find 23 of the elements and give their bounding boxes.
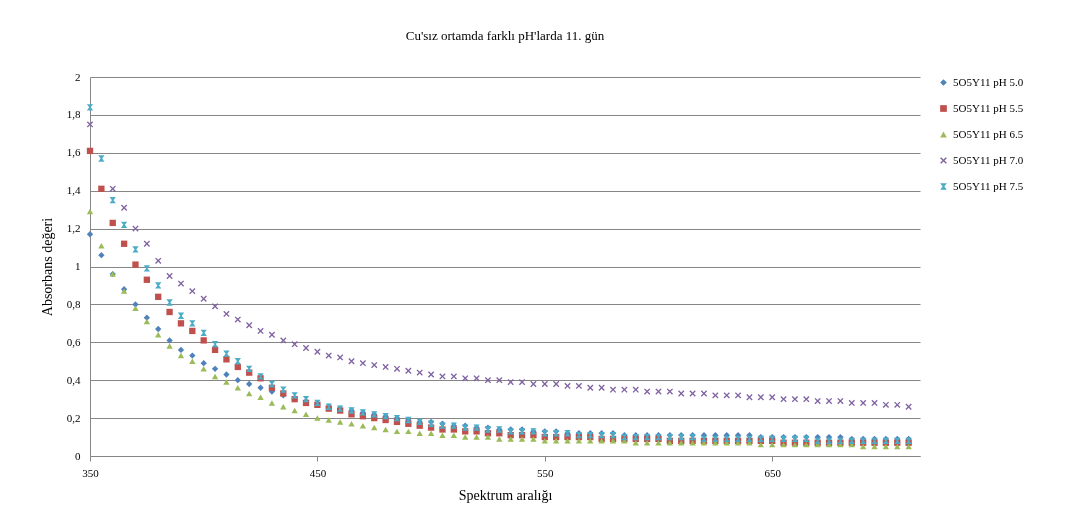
y-tick-label: 1,4	[66, 184, 81, 197]
legend-label: 5O5Y11 pH 7.0	[953, 153, 1024, 166]
y-tick-label: 0,8	[66, 297, 81, 310]
legend-label: 5O5Y11 pH 6.5	[953, 127, 1024, 140]
y-tick-label: 1	[75, 260, 81, 272]
legend-label: 5O5Y11 pH 7.5	[953, 179, 1024, 192]
y-axis-title: Absorbans değeri	[39, 217, 55, 317]
y-tick-label: 1,8	[66, 108, 81, 121]
x-tick-label: 350	[82, 466, 100, 479]
legend-label: 5O5Y11 pH 5.0	[953, 75, 1024, 88]
x-axis-title: Spektrum aralığı	[458, 487, 553, 503]
y-tick-label: 0	[75, 449, 81, 462]
y-tick-label: 0,6	[66, 335, 81, 348]
x-tick-label: 450	[309, 466, 327, 479]
y-tick-label: 0,4	[66, 373, 81, 386]
chart-title: Cu'sız ortamda farklı pH'larda 11. gün	[405, 28, 605, 43]
y-tick-label: 1,6	[66, 146, 81, 159]
legend-label: 5O5Y11 pH 5.5	[953, 101, 1024, 114]
y-tick-label: 1,2	[66, 222, 81, 235]
y-tick-label: 0,2	[66, 411, 81, 424]
y-tick-label: 2	[75, 70, 81, 83]
x-tick-label: 550	[537, 466, 555, 479]
x-tick-label: 650	[764, 466, 782, 479]
